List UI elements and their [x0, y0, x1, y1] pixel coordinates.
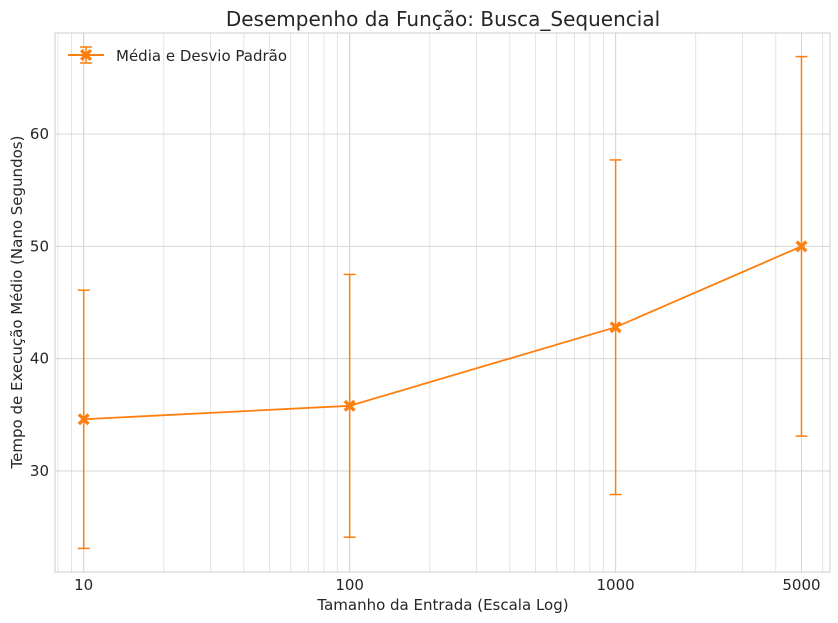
data-point-marker — [343, 399, 356, 412]
chart-title: Desempenho da Função: Busca_Sequencial — [226, 7, 660, 31]
data-point-marker — [795, 240, 808, 253]
markers — [77, 240, 808, 426]
legend-label: Média e Desvio Padrão — [116, 47, 287, 65]
data-point-marker — [77, 413, 90, 426]
y-axis-label: Tempo de Execução Médio (Nano Segundos) — [8, 136, 26, 470]
series-line-layer — [83, 245, 802, 421]
plot-background — [55, 33, 830, 572]
legend-marker-icon — [80, 49, 92, 61]
x-tick-label: 5000 — [782, 576, 820, 594]
data-point-marker — [609, 321, 622, 334]
x-tick-labels: 10 100 1000 5000 — [74, 576, 820, 594]
y-tick-label: 50 — [30, 237, 49, 255]
y-tick-label: 60 — [30, 125, 49, 143]
x-tick-label: 10 — [74, 576, 93, 594]
x-tick-label: 1000 — [597, 576, 635, 594]
x-tick-label: 100 — [335, 576, 364, 594]
plot-frame — [54, 32, 831, 573]
y-tick-label: 30 — [30, 462, 49, 480]
y-tick-labels: 30 40 50 60 — [30, 125, 49, 480]
legend: Média e Desvio Padrão — [68, 46, 287, 65]
series-line — [83, 245, 802, 421]
y-tick-label: 40 — [30, 350, 49, 368]
plot-area — [54, 32, 831, 573]
x-axis-label: Tamanho da Entrada (Escala Log) — [316, 596, 568, 614]
